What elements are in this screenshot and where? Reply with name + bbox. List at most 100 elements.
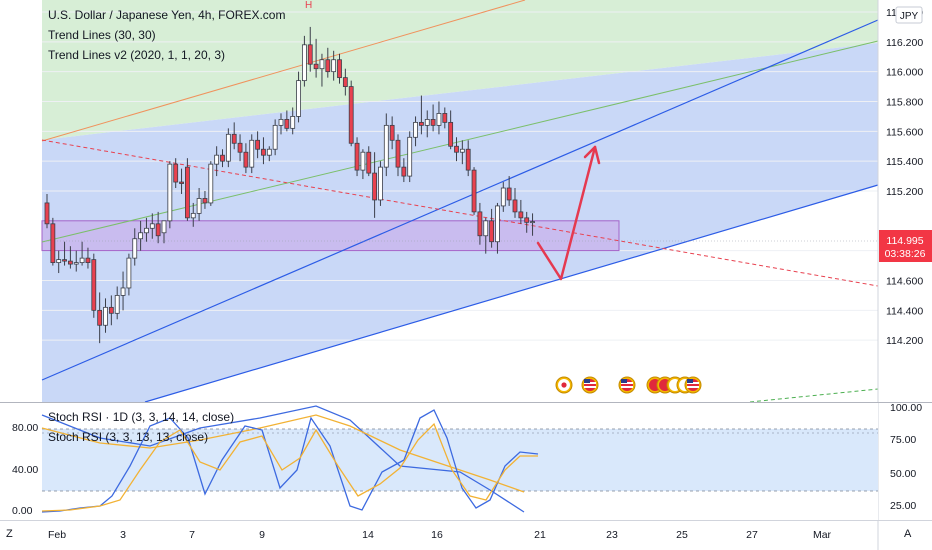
- candle-body: [73, 262, 79, 265]
- candle-body: [477, 211, 483, 237]
- candle-body: [342, 77, 348, 87]
- time-tick-label: 9: [259, 529, 265, 541]
- price-tick-label: 114.400: [886, 305, 923, 317]
- indicator-left-axis: 80.00 40.00 0.00: [12, 422, 38, 517]
- candlestick-series: [44, 26, 535, 344]
- svg-text:114.995: 114.995: [886, 235, 923, 247]
- time-tick-label: 25: [676, 529, 688, 541]
- candle-body: [454, 145, 459, 153]
- candle-body: [85, 257, 91, 263]
- candle-body: [383, 124, 389, 168]
- candle-body: [62, 259, 67, 262]
- jp-flag-icon[interactable]: [555, 376, 573, 394]
- price-tick-label: 114.600: [886, 276, 923, 288]
- candle-body: [337, 59, 342, 79]
- candle-body: [208, 163, 214, 204]
- candle-body: [202, 198, 208, 204]
- candle-body: [44, 202, 50, 225]
- candle-body: [348, 86, 354, 144]
- candle-body: [459, 148, 465, 153]
- candle-body: [284, 119, 290, 129]
- candle-body: [512, 199, 518, 213]
- candle-body: [378, 166, 383, 201]
- blue-trend-line-lower: [144, 184, 879, 403]
- indicator-left-tick: 0.00: [12, 505, 33, 517]
- price-tick-label: 115.400: [886, 156, 923, 168]
- candle-body: [489, 220, 495, 243]
- orange-trend-line: [41, 0, 526, 142]
- green-trend-line: [41, 40, 879, 243]
- dashed-green-line: [749, 388, 879, 403]
- study-trend-lines-v2[interactable]: Trend Lines v2 (2020, 1, 1, 20, 3): [48, 48, 225, 62]
- candle-body: [255, 139, 261, 150]
- candle-body: [307, 44, 313, 65]
- time-tick-label: Mar: [813, 529, 832, 541]
- candle-body: [483, 220, 489, 237]
- candle-body: [196, 198, 202, 214]
- candle-body: [56, 259, 62, 264]
- auto-scale-toggle[interactable]: A: [904, 528, 912, 540]
- us-flag-icon-2[interactable]: [618, 376, 636, 394]
- candle-body: [184, 166, 190, 219]
- candle-body: [319, 59, 325, 70]
- price-tick-label: 116.200: [886, 37, 923, 49]
- economic-events[interactable]: [555, 376, 702, 394]
- us-flag-icon-group[interactable]: [646, 376, 702, 394]
- indicator-right-axis: 100.00 75.00 50.00 25.00: [890, 402, 922, 512]
- candle-body: [155, 223, 161, 237]
- candle-body: [220, 154, 225, 162]
- candle-body: [214, 154, 220, 165]
- time-tick-label: 14: [362, 529, 374, 541]
- timezone-toggle[interactable]: Z: [6, 528, 13, 540]
- candle-body: [424, 119, 430, 126]
- time-axis[interactable]: Feb 3 7 9 14 16 21 23 25 27 Mar: [48, 529, 832, 541]
- candle-body: [430, 119, 436, 126]
- candle-body: [278, 119, 284, 126]
- indicator-left-tick: 40.00: [12, 464, 38, 476]
- stoch-label-1[interactable]: Stoch RSI · 1D (3, 3, 14, 14, close): [48, 410, 234, 424]
- price-tick-label: 115.800: [886, 97, 923, 109]
- candle-body: [407, 136, 413, 177]
- time-tick-label: Feb: [48, 529, 66, 541]
- candle-body: [231, 133, 237, 144]
- stoch-rsi-k: [41, 409, 539, 513]
- indicator-right-tick: 100.00: [890, 402, 922, 414]
- candle-body: [179, 181, 184, 184]
- candle-body: [442, 113, 448, 123]
- study-trend-lines[interactable]: Trend Lines (30, 30): [48, 28, 156, 42]
- candle-body: [108, 306, 114, 314]
- price-tick-label: 115.200: [886, 186, 923, 198]
- time-tick-label: 27: [746, 529, 758, 541]
- candle-body: [272, 124, 278, 150]
- candle-body: [190, 212, 196, 219]
- candle-body: [313, 63, 319, 70]
- projection-arrow: [536, 145, 601, 281]
- indicator-right-tick: 25.00: [890, 500, 916, 512]
- currency-badge[interactable]: JPY: [895, 6, 923, 24]
- candle-body: [114, 295, 120, 314]
- indicator-right-tick: 50.00: [890, 468, 916, 480]
- time-tick-label: 3: [120, 529, 126, 541]
- candle-body: [354, 142, 360, 171]
- candle-body: [149, 223, 155, 229]
- candle-body: [413, 121, 418, 138]
- price-axis[interactable]: [878, 0, 932, 402]
- candle-body: [290, 116, 296, 129]
- stoch-label-2[interactable]: Stoch RSI (3, 3, 13, 13, close): [48, 430, 208, 444]
- svg-text:JPY: JPY: [900, 11, 919, 22]
- price-tick-label: 116.000: [886, 67, 923, 79]
- time-tick-label: 21: [534, 529, 546, 541]
- candle-body: [418, 121, 424, 126]
- us-flag-icon[interactable]: [581, 376, 599, 394]
- candle-body: [97, 309, 103, 326]
- candle-body: [138, 232, 144, 240]
- candle-body: [506, 187, 512, 201]
- candle-body: [325, 59, 331, 73]
- candle-body: [436, 113, 442, 126]
- upper-channel-fill: [42, 0, 878, 140]
- candle-body: [237, 142, 243, 153]
- candle-body: [471, 169, 477, 213]
- candle-body: [266, 148, 272, 156]
- high-marker: H: [305, 0, 312, 11]
